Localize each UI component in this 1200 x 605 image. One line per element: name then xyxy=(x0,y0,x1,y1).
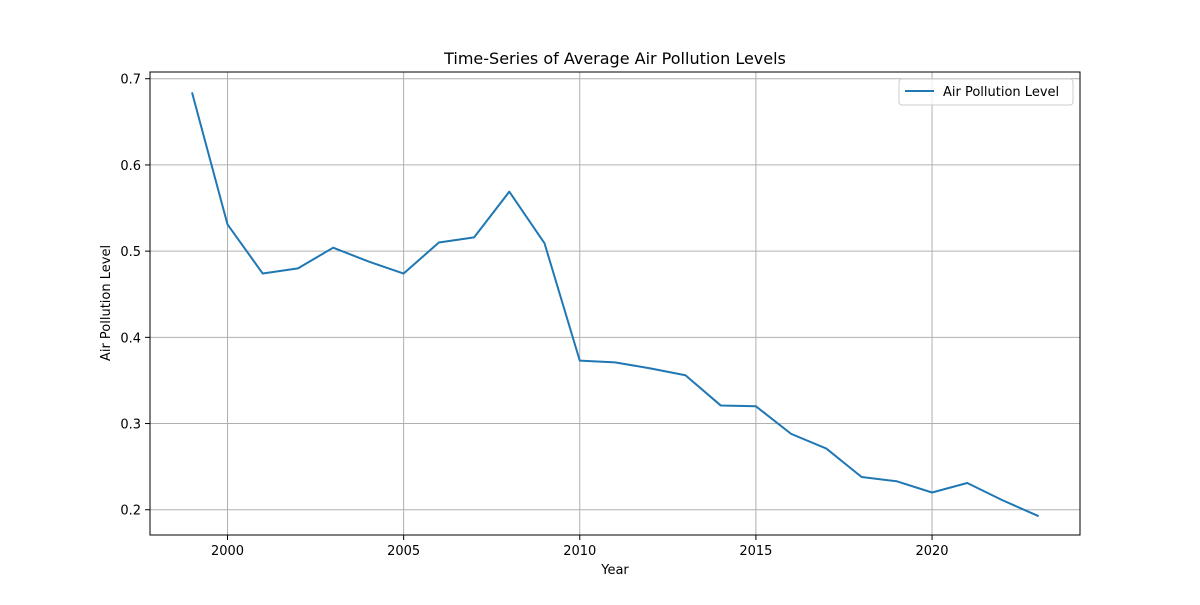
y-tick-label: 0.6 xyxy=(120,159,141,174)
y-axis-label: Air Pollution Level xyxy=(99,245,114,361)
legend-box xyxy=(898,78,1074,106)
y-axis-ticks: 0.2 0.3 0.4 0.5 0.6 0.7 xyxy=(120,73,150,519)
series-line-air-pollution-level xyxy=(191,92,1040,518)
y-tick-label: 0.4 xyxy=(120,331,141,346)
legend: Air Pollution Level xyxy=(898,78,1074,106)
y-tick-label: 0.3 xyxy=(120,418,141,433)
x-axis-label: Year xyxy=(600,563,629,578)
legend-label: Air Pollution Level xyxy=(943,85,1059,100)
y-tick-label: 0.7 xyxy=(120,73,141,88)
x-tick-label: 2000 xyxy=(211,544,244,559)
y-tick-label: 0.5 xyxy=(120,245,141,260)
chart-title: Time-Series of Average Air Pollution Lev… xyxy=(443,49,786,68)
x-tick-label: 2015 xyxy=(739,544,772,559)
x-tick-label: 2005 xyxy=(387,544,420,559)
y-tick-label: 0.2 xyxy=(120,504,141,519)
series-layer xyxy=(191,92,1040,518)
x-tick-label: 2020 xyxy=(915,544,948,559)
x-tick-label: 2010 xyxy=(563,544,596,559)
plot-frame xyxy=(149,71,1081,536)
x-axis-ticks: 2000 2005 2010 2015 2020 xyxy=(211,535,949,559)
